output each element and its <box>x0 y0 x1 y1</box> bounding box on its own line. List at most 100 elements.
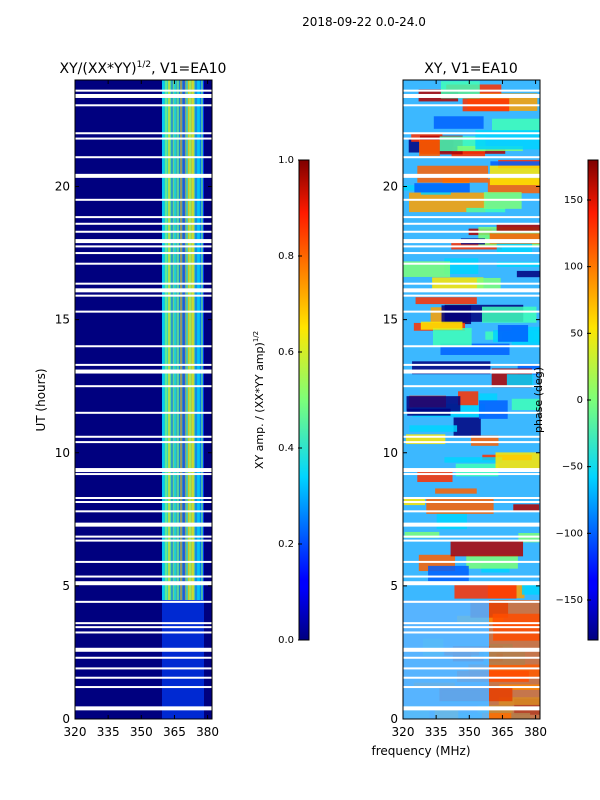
right-flag-row <box>403 656 540 659</box>
left-heatmap: 320 335 350 365 380 0 5 10 15 20 <box>55 79 219 739</box>
right-panel-title: XY, V1=EA10 <box>424 61 518 77</box>
left-band-stripe <box>186 80 188 600</box>
left-band-stripe <box>165 80 167 600</box>
right-phase-patch <box>497 325 529 342</box>
right-flag-rows <box>403 89 540 711</box>
left-flag-row <box>75 262 212 265</box>
right-phase-patch <box>453 417 481 436</box>
left-colorbar-tick-label: 0.0 <box>278 635 294 646</box>
left-flag-row <box>75 89 212 92</box>
right-xtick-label: 365 <box>491 725 514 739</box>
left-colorbar-tick-label: 0.2 <box>278 539 294 550</box>
right-phase-patches <box>403 81 540 719</box>
left-xtick-label: 320 <box>64 725 87 739</box>
right-flag-row <box>403 137 540 140</box>
right-phase-patch <box>417 470 453 483</box>
right-flag-row <box>403 706 540 711</box>
left-flag-row <box>75 173 212 178</box>
right-flag-row <box>403 560 540 563</box>
right-phase-patch-lower <box>489 600 540 719</box>
left-band-stripes <box>162 80 203 600</box>
right-flag-row <box>403 239 540 244</box>
left-flag-row <box>75 252 212 255</box>
right-phase-patch <box>521 583 540 595</box>
left-flag-row <box>75 473 212 476</box>
right-xtick-label: 320 <box>392 725 415 739</box>
right-colorbar-tick-label: −50 <box>562 462 583 473</box>
right-heatmap: 320 335 350 365 380 0 5 10 15 20 <box>383 79 547 739</box>
left-flag-row <box>75 522 212 527</box>
left-band-stripe <box>183 80 185 600</box>
right-flag-row <box>403 262 540 265</box>
right-flag-row <box>403 310 540 313</box>
left-heatmap-band-lower <box>162 600 204 719</box>
right-flag-row <box>403 631 540 634</box>
left-flag-row <box>75 294 212 297</box>
left-axes-frame <box>74 79 213 720</box>
left-flag-row <box>75 288 212 293</box>
right-flag-row <box>403 539 540 542</box>
left-colorbar-tick-label: 0.8 <box>278 251 294 262</box>
right-ytick-label: 0 <box>390 712 398 726</box>
right-ytick-label: 15 <box>383 313 398 327</box>
left-panel-title: XY/(XX*YY)1/2, V1=EA10 <box>60 60 227 77</box>
right-flag-row <box>403 216 540 219</box>
left-flag-row <box>75 560 212 563</box>
left-flag-row <box>75 310 212 313</box>
left-flag-row <box>75 156 212 159</box>
left-flag-row <box>75 93 212 98</box>
left-y-axis-label: UT (hours) <box>34 368 48 431</box>
right-flag-row <box>403 575 540 578</box>
left-title-suffix: , V1=EA10 <box>151 61 226 77</box>
left-band-stripe <box>189 80 191 600</box>
left-flag-row <box>75 656 212 659</box>
right-ytick-label: 10 <box>383 446 398 460</box>
right-flag-row <box>403 647 540 652</box>
right-phase-patch <box>420 321 463 330</box>
right-axis-ticks: 320 335 350 365 380 0 5 10 15 20 <box>383 80 547 739</box>
right-phase-patch <box>516 270 540 278</box>
left-flag-row <box>75 501 212 504</box>
right-flag-row <box>403 473 540 476</box>
left-flag-row <box>75 137 212 140</box>
right-phase-patch <box>458 391 479 406</box>
right-phase-patch <box>444 258 479 275</box>
left-flag-row <box>75 230 212 233</box>
right-flag-row <box>403 686 540 689</box>
left-flag-row <box>75 667 212 670</box>
right-axes-frame <box>402 79 541 720</box>
left-flag-row <box>75 626 212 629</box>
right-colorbar-label: phase (deg) <box>532 367 545 433</box>
left-flag-row <box>75 104 212 107</box>
left-band-stripe <box>171 80 173 600</box>
left-band-stripe <box>162 80 164 600</box>
left-band-stripe <box>177 80 179 600</box>
left-flag-row <box>75 686 212 689</box>
left-ytick-label: 15 <box>55 313 70 327</box>
left-colorbar-tick-label: 0.4 <box>278 443 294 454</box>
left-flag-row <box>75 385 212 388</box>
right-phase-patch <box>451 240 502 250</box>
left-flag-row <box>75 282 212 285</box>
right-phase-patch <box>419 140 440 156</box>
right-flag-row <box>403 581 540 586</box>
right-phase-patch <box>403 261 451 277</box>
right-flag-row <box>403 288 540 293</box>
left-xtick-label: 365 <box>163 725 186 739</box>
right-flag-row <box>403 345 540 348</box>
right-flag-row <box>403 198 540 201</box>
left-xtick-label: 350 <box>130 725 153 739</box>
left-flag-row <box>75 369 212 374</box>
left-flag-row <box>75 510 212 513</box>
left-flag-row <box>75 411 212 414</box>
left-band-stripe <box>168 80 170 600</box>
left-flag-row <box>75 345 212 348</box>
right-phase-patch <box>414 183 470 193</box>
left-ytick-label: 20 <box>55 180 70 194</box>
right-flag-row <box>403 676 540 679</box>
left-flag-row <box>75 575 212 578</box>
right-flag-row <box>403 468 540 473</box>
left-flag-row <box>75 647 212 652</box>
right-phase-patch <box>491 118 540 132</box>
right-flag-row <box>403 535 540 538</box>
